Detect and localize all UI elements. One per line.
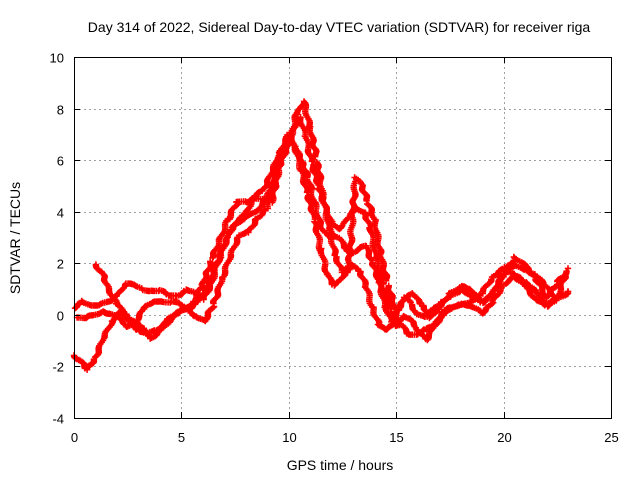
y-tick-label: -2 [52, 360, 64, 375]
y-tick-label: -4 [52, 412, 64, 427]
plot-frame [74, 57, 612, 419]
data-points [70, 98, 572, 373]
y-tick-label: 2 [57, 257, 64, 272]
tick-labels: 0 5 10 15 20 25 -4 -2 0 2 4 6 8 10 [50, 51, 619, 446]
marker-path-track-4 [92, 98, 572, 342]
y-tick-label: 10 [50, 51, 64, 66]
x-tick-label: 10 [282, 430, 296, 445]
y-tick-label: 6 [57, 154, 64, 169]
x-tick-label: 20 [497, 430, 511, 445]
chart-title: Day 314 of 2022, Sidereal Day-to-day VTE… [88, 19, 591, 35]
y-tick-label: 0 [57, 309, 64, 324]
y-axis-title: SDTVAR / TECUs [7, 182, 23, 294]
x-tick-label: 25 [604, 430, 618, 445]
grid [74, 57, 611, 418]
x-tick-label: 0 [71, 430, 78, 445]
x-tick-label: 15 [389, 430, 403, 445]
y-tick-label: 8 [57, 103, 64, 118]
x-axis-title: GPS time / hours [287, 457, 394, 473]
y-tick-label: 4 [57, 206, 64, 221]
x-tick-label: 5 [178, 430, 185, 445]
series-track-4 [92, 98, 572, 342]
axis-ticks [74, 57, 612, 419]
